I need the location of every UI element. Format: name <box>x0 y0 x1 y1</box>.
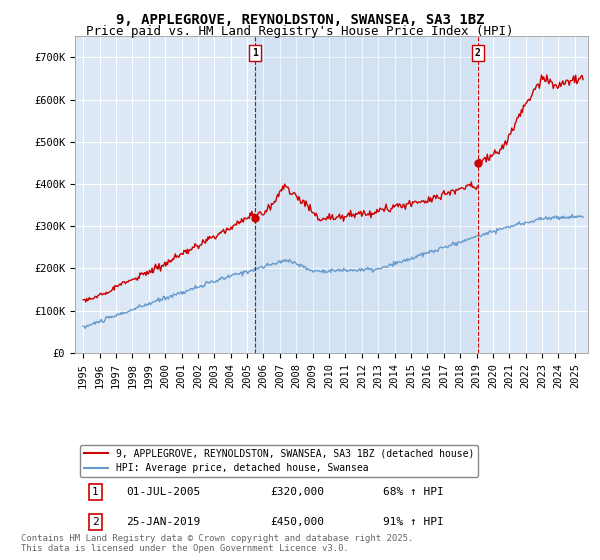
Text: Price paid vs. HM Land Registry's House Price Index (HPI): Price paid vs. HM Land Registry's House … <box>86 25 514 38</box>
Text: Contains HM Land Registry data © Crown copyright and database right 2025.
This d: Contains HM Land Registry data © Crown c… <box>21 534 413 553</box>
Text: 91% ↑ HPI: 91% ↑ HPI <box>383 517 443 527</box>
Text: 9, APPLEGROVE, REYNOLDSTON, SWANSEA, SA3 1BZ: 9, APPLEGROVE, REYNOLDSTON, SWANSEA, SA3… <box>116 13 484 27</box>
Legend: 9, APPLEGROVE, REYNOLDSTON, SWANSEA, SA3 1BZ (detached house), HPI: Average pric: 9, APPLEGROVE, REYNOLDSTON, SWANSEA, SA3… <box>80 445 478 477</box>
Text: 2: 2 <box>475 48 481 58</box>
Bar <box>255 36 478 353</box>
Text: £450,000: £450,000 <box>270 517 324 527</box>
Text: 1: 1 <box>253 48 258 58</box>
Text: 2: 2 <box>92 517 99 527</box>
Text: £320,000: £320,000 <box>270 487 324 497</box>
Text: 25-JAN-2019: 25-JAN-2019 <box>127 517 200 527</box>
Text: 01-JUL-2005: 01-JUL-2005 <box>127 487 200 497</box>
Text: 1: 1 <box>92 487 99 497</box>
Text: 68% ↑ HPI: 68% ↑ HPI <box>383 487 443 497</box>
